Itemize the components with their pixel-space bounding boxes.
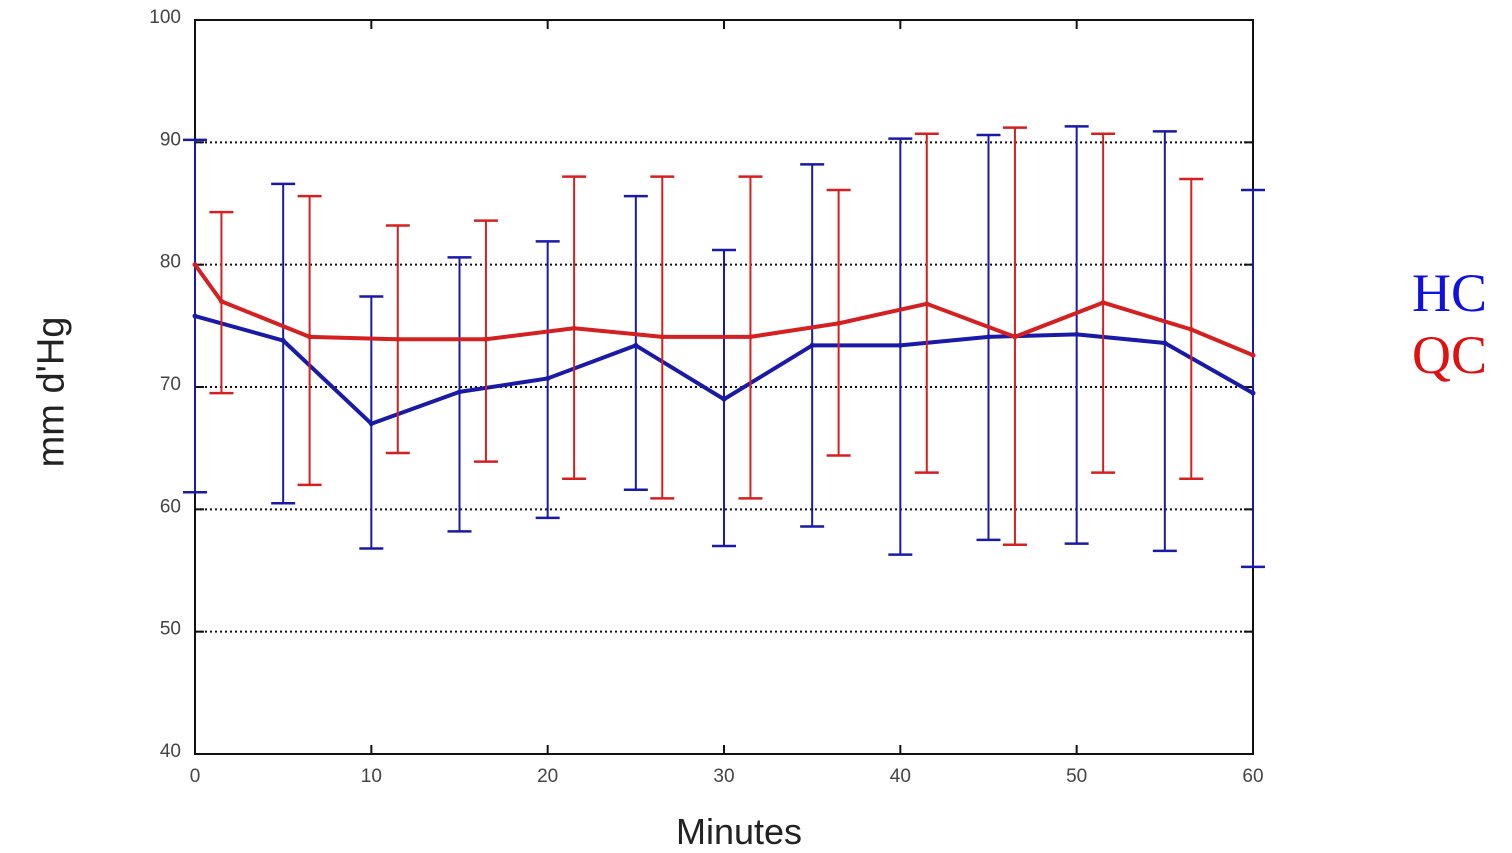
qc-data-point — [1188, 327, 1194, 333]
qc-data-point — [1012, 334, 1018, 340]
qc-data-point — [747, 334, 753, 340]
qc-data-point — [924, 301, 930, 307]
hc-data-point — [1162, 340, 1168, 346]
x-tick-label: 60 — [1242, 766, 1263, 787]
qc-data-point — [192, 262, 198, 268]
y-tick-label: 60 — [160, 496, 181, 517]
hc-data-point — [986, 334, 991, 340]
x-axis-label: Minutes — [675, 811, 803, 852]
qc-data-point — [218, 298, 224, 304]
x-tick-label: 40 — [890, 766, 911, 787]
y-tick-label: 80 — [160, 252, 181, 273]
hc-data-point — [1074, 331, 1080, 337]
y-axis-label: mm d'Hg — [30, 316, 73, 468]
qc-data-point — [483, 336, 489, 342]
x-tick-label: 30 — [713, 766, 734, 787]
hc-data-point — [457, 389, 462, 395]
x-tick-label: 50 — [1066, 766, 1087, 787]
x-tick-label: 0 — [190, 766, 201, 787]
hc-data-point — [809, 342, 815, 348]
qc-data-point — [836, 320, 842, 326]
qc-data-point — [307, 334, 313, 340]
qc-series-line — [193, 263, 1254, 358]
y-tick-label: 100 — [149, 7, 181, 28]
x-tick-label: 20 — [537, 766, 558, 787]
hc-data-point — [721, 396, 727, 402]
hc-data-point — [280, 338, 286, 344]
qc-data-point — [659, 334, 665, 340]
hc-data-point — [1250, 390, 1256, 396]
hc-data-point — [192, 313, 198, 319]
y-tick-label: 70 — [160, 374, 181, 395]
hc-data-point — [633, 342, 639, 348]
y-tick-label: 90 — [160, 129, 181, 150]
x-tick-label: 10 — [361, 766, 382, 787]
qc-data-point — [1100, 300, 1106, 306]
legend-entry-qc: QC — [1412, 325, 1488, 385]
hc-data-point — [368, 421, 374, 427]
qc-data-point — [571, 325, 577, 331]
qc-data-point — [395, 336, 401, 342]
legend: HC QC — [1412, 262, 1487, 386]
qc-data-point — [1250, 352, 1256, 358]
hc-data-point — [897, 342, 903, 348]
hc-data-point — [545, 375, 551, 381]
y-tick-label: 40 — [160, 741, 181, 762]
y-tick-label: 50 — [160, 619, 181, 640]
legend-entry-hc: HC — [1412, 263, 1488, 323]
